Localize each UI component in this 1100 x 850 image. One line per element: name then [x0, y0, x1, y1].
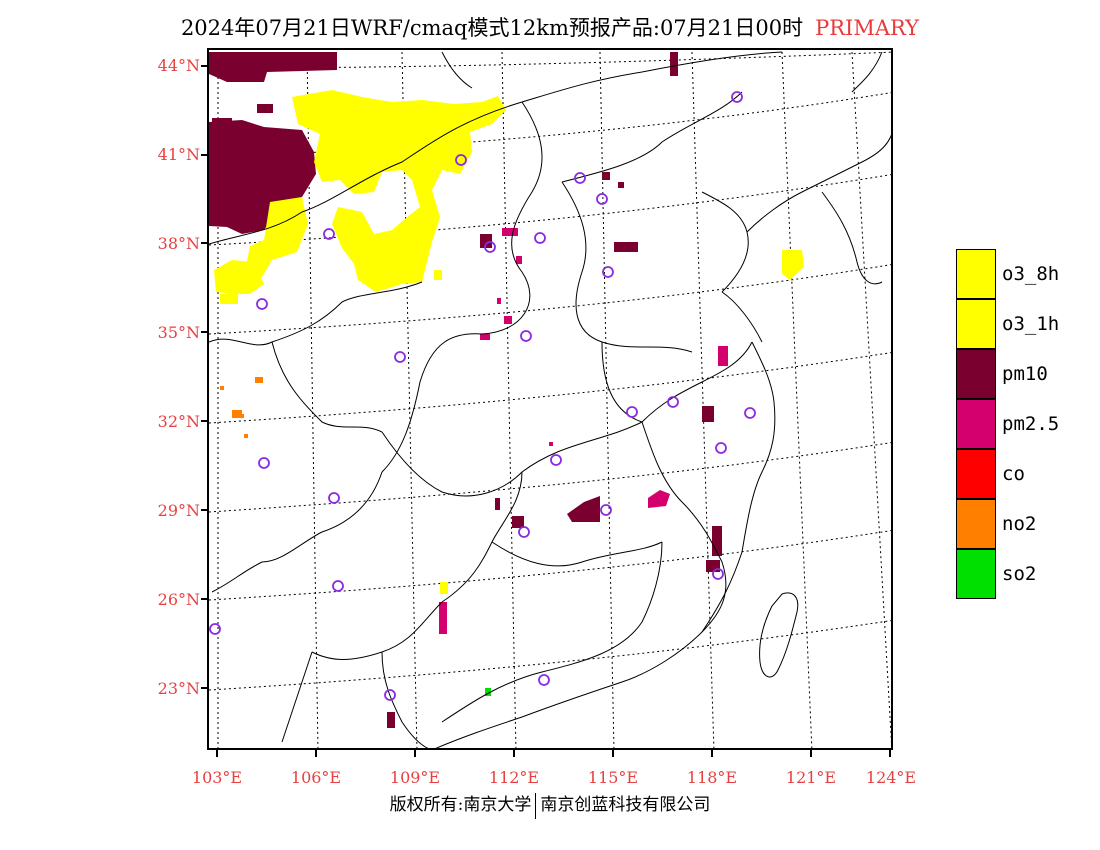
legend-swatch: [956, 449, 996, 499]
legend-swatch: [956, 249, 996, 299]
station-circle-icon: [534, 232, 546, 244]
legend-swatch: [956, 299, 996, 349]
legend-label: pm10: [1002, 363, 1048, 385]
lat-label-41: 41°N: [157, 145, 200, 164]
lat-label-23: 23°N: [157, 679, 200, 698]
title-tag: PRIMARY: [815, 16, 920, 40]
pm10-fields: [209, 52, 722, 728]
legend-label: no2: [1002, 513, 1037, 535]
station-circle-icon: [384, 689, 396, 701]
copyright-company: 南京创蓝科技有限公司: [540, 795, 711, 815]
station-markers: [209, 91, 756, 701]
station-circle-icon: [538, 674, 550, 686]
station-circle-icon: [520, 330, 532, 342]
legend-label: so2: [1002, 563, 1037, 585]
lat-label-44: 44°N: [157, 56, 200, 75]
lat-label-38: 38°N: [157, 234, 200, 253]
copyright-footer: 版权所有:南京大学 南京创蓝科技有限公司: [0, 790, 1100, 819]
station-circle-icon: [712, 568, 724, 580]
boundaries: [209, 51, 891, 748]
station-circle-icon: [328, 492, 340, 504]
no2-fields: [220, 377, 263, 438]
station-circle-icon: [731, 91, 743, 103]
lon-label-109: 109°E: [389, 768, 441, 787]
map-title: 2024年07月21日WRF/cmaq模式12km预报产品:07月21日00时 P…: [0, 12, 1100, 42]
lat-label-32: 32°N: [157, 412, 200, 431]
station-circle-icon: [602, 266, 614, 278]
legend-label: o3_1h: [1002, 313, 1060, 335]
station-circle-icon: [394, 351, 406, 363]
title-text: 2024年07月21日WRF/cmaq模式12km预报产品:07月21日00时: [180, 16, 804, 40]
station-circle-icon: [574, 172, 586, 184]
lon-label-106: 106°E: [290, 768, 342, 787]
lat-label-26: 26°N: [157, 590, 200, 609]
station-circle-icon: [256, 298, 268, 310]
lat-label-29: 29°N: [157, 501, 200, 520]
so2-fields: [485, 688, 491, 696]
station-circle-icon: [209, 623, 221, 635]
station-circle-icon: [258, 457, 270, 469]
station-circle-icon: [600, 504, 612, 516]
legend-swatch: [956, 349, 996, 399]
legend-swatch: [956, 499, 996, 549]
station-circle-icon: [715, 442, 727, 454]
station-circle-icon: [550, 454, 562, 466]
station-circle-icon: [484, 241, 496, 253]
lon-label-112: 112°E: [488, 768, 540, 787]
station-circle-icon: [518, 526, 530, 538]
lon-label-103: 103°E: [191, 768, 243, 787]
lat-label-35: 35°N: [157, 323, 200, 342]
pm25-fields: [439, 228, 728, 634]
legend-label: co: [1002, 463, 1025, 485]
station-circle-icon: [332, 580, 344, 592]
footer-divider: [535, 792, 537, 819]
map-plot-area: [207, 48, 893, 750]
station-circle-icon: [744, 407, 756, 419]
ozone-fields: [214, 90, 804, 594]
station-circle-icon: [667, 396, 679, 408]
copyright-owner: 版权所有:南京大学: [389, 795, 532, 815]
station-circle-icon: [596, 193, 608, 205]
station-circle-icon: [626, 406, 638, 418]
station-circle-icon: [455, 154, 467, 166]
lon-label-124: 124°E: [865, 768, 917, 787]
legend-label: pm2.5: [1002, 413, 1060, 435]
legend-swatch: [956, 399, 996, 449]
lon-label-115: 115°E: [587, 768, 639, 787]
legend-label: o3_8h: [1002, 263, 1060, 285]
lon-label-118: 118°E: [686, 768, 738, 787]
legend-swatch: [956, 549, 996, 599]
lon-label-121: 121°E: [785, 768, 837, 787]
station-circle-icon: [323, 228, 335, 240]
pollutant-map: [209, 51, 891, 748]
